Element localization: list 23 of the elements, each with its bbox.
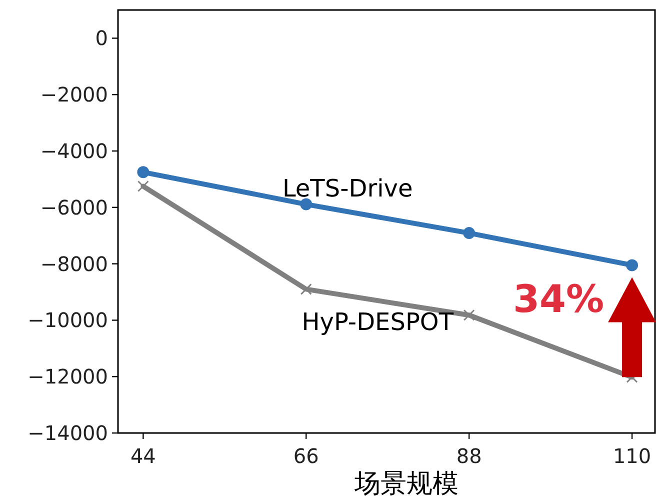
- x-tick-label: 66: [293, 444, 319, 468]
- point: [463, 309, 475, 321]
- y-tick-label: −2000: [40, 82, 108, 107]
- x-tick-label: 110: [612, 444, 652, 468]
- y-tick-label: −4000: [40, 139, 108, 163]
- series-label: LeTS-Drive: [282, 174, 413, 203]
- x-tick-label: 44: [130, 444, 156, 468]
- y-tick-label: −12000: [28, 364, 108, 389]
- point: [463, 227, 476, 240]
- y-tick-label: −14000: [28, 421, 108, 445]
- point: [300, 283, 312, 295]
- series-label: HyP-DESPOT: [302, 308, 454, 336]
- x-tick-label: 88: [456, 444, 482, 468]
- point: [300, 198, 312, 210]
- point: [137, 180, 149, 192]
- point: [626, 259, 638, 272]
- point: [137, 166, 150, 178]
- y-tick-label: −10000: [28, 308, 108, 332]
- x-axis-title: 场景规模: [354, 469, 458, 499]
- y-tick-label: −6000: [40, 195, 108, 220]
- y-tick-label: −8000: [40, 252, 108, 276]
- y-tick-label: 0: [95, 26, 108, 50]
- annotation: 34%: [513, 277, 604, 322]
